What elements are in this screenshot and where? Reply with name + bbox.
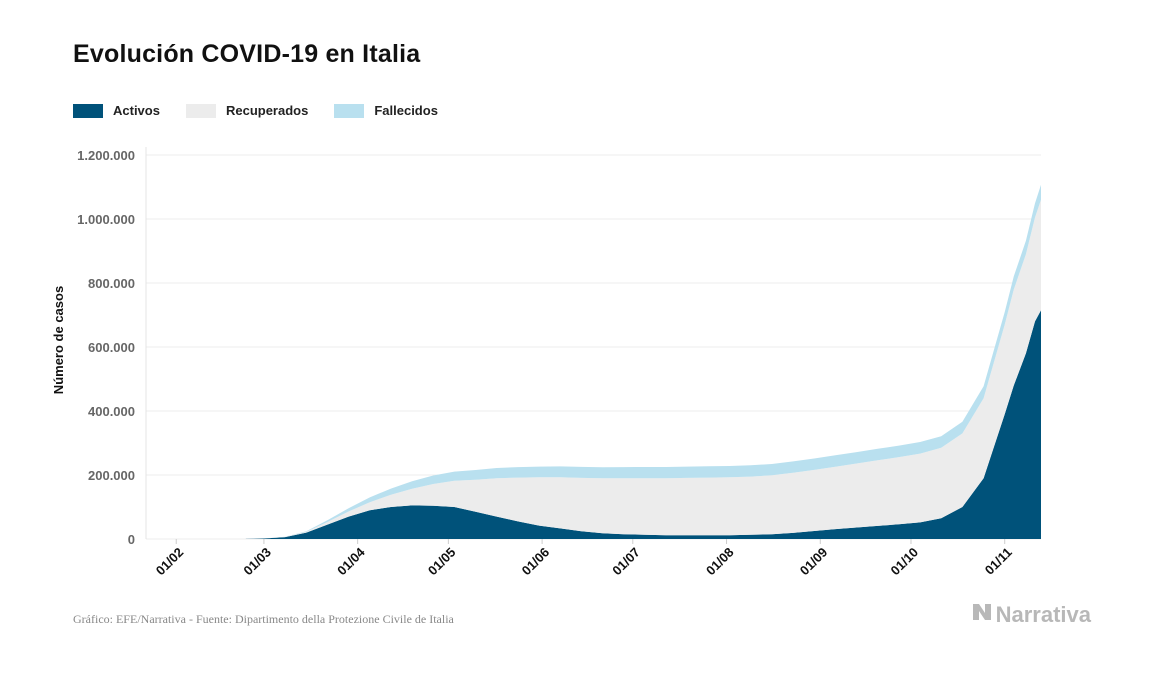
- x-tick-label: 01/08: [703, 545, 737, 579]
- x-tick-label: 01/09: [797, 545, 831, 579]
- x-tick-label: 01/03: [240, 545, 274, 579]
- y-axis-label: Número de casos: [51, 286, 66, 394]
- legend-label-activos: Activos: [113, 103, 160, 118]
- x-tick-label: 01/04: [334, 544, 368, 578]
- x-tick-label: 01/11: [982, 545, 1015, 578]
- legend-swatch-recuperados: [185, 103, 216, 118]
- chart-title: Evolución COVID-19 en Italia: [73, 40, 421, 68]
- source-credit: Gráfico: EFE/Narrativa - Fuente: Diparti…: [73, 612, 454, 626]
- legend-label-recuperados: Recuperados: [225, 103, 309, 118]
- series-areas: [245, 184, 1042, 539]
- y-tick-label: 0: [128, 532, 135, 547]
- legend-item-activos: Activos: [73, 103, 160, 118]
- y-tick-label: 800.000: [88, 276, 135, 291]
- y-tick-label: 200.000: [88, 468, 135, 483]
- legend-swatch-fallecidos: [334, 103, 365, 118]
- y-tick-label: 1.000.000: [77, 212, 135, 227]
- x-tick-label: 01/06: [519, 545, 553, 579]
- y-tick-label: 1.200.000: [77, 148, 135, 163]
- brand-logo: Narrativa: [971, 602, 1091, 628]
- chart-legend: Activos Recuperados Fallecidos: [73, 103, 464, 118]
- legend-swatch-activos: [73, 103, 103, 118]
- x-tick-label: 01/07: [609, 545, 643, 579]
- series-area-activos: [245, 310, 1042, 539]
- legend-item-recuperados: Recuperados: [185, 103, 309, 118]
- brand-name: Narrativa: [995, 602, 1091, 627]
- series-area-recuperados: [245, 199, 1042, 539]
- series-area-fallecidos: [245, 184, 1042, 539]
- y-tick-label: 600.000: [88, 340, 135, 355]
- y-tick-label: 400.000: [88, 404, 135, 419]
- legend-label-fallecidos: Fallecidos: [374, 103, 438, 118]
- x-tick-label: 01/05: [425, 545, 459, 579]
- legend-item-fallecidos: Fallecidos: [334, 103, 438, 118]
- x-tick-label: 01/10: [887, 545, 921, 579]
- x-tick-label: 01/02: [153, 545, 187, 579]
- narrativa-logo-icon: [971, 602, 993, 628]
